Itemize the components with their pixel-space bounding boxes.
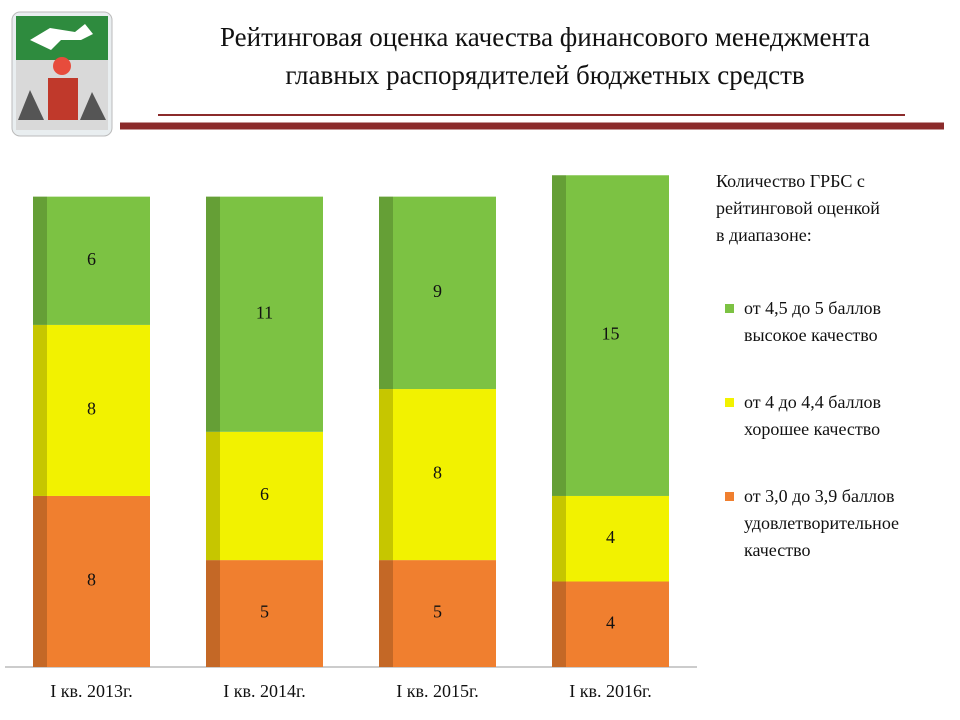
legend-label: от 3,0 до 3,9 баллов удовлетворительное … [744,486,900,560]
bar-shade [552,175,566,496]
legend-item: от 4 до 4,4 баллов хорошее качество [716,389,956,443]
bar-segment [206,560,323,667]
bar-shade [379,196,393,390]
logo [11,11,113,137]
bar-shade [206,196,220,432]
x-tick-label: I кв. 2014г. [223,681,306,701]
bar-segment [379,560,496,667]
bar-shade [33,495,47,667]
bar-shade [33,324,47,496]
bar-segment [33,495,150,667]
value-label: 4 [606,612,615,632]
value-label: 8 [433,463,442,483]
legend-swatch [725,398,734,407]
value-label: 4 [606,527,615,547]
bar-shade [552,495,566,582]
value-label: 5 [433,602,442,622]
value-label: 6 [260,484,269,504]
bar-shade [552,581,566,667]
legend-swatch [725,304,734,313]
value-label: 15 [602,324,620,344]
bar-segment [379,389,496,561]
bar-shade [206,431,220,561]
legend-label: от 4 до 4,4 баллов хорошее качество [744,392,882,439]
legend-swatch [725,492,734,501]
bar-shade [33,196,47,325]
legend: Количество ГРБС с рейтинговой оценкой в … [716,168,956,604]
legend-item: от 4,5 до 5 баллов высокое качество [716,295,956,349]
bar-segment [379,196,496,390]
bar-segment [552,495,669,582]
value-label: 11 [256,302,273,322]
bar-segment [33,324,150,496]
legend-title: Количество ГРБС с рейтинговой оценкой в … [716,171,880,245]
legend-item: от 3,0 до 3,9 баллов удовлетворительное … [716,483,956,564]
x-tick-label: I кв. 2016г. [569,681,652,701]
bar-segment [33,196,150,325]
legend-label: от 4,5 до 5 баллов высокое качество [744,298,882,345]
bar-shade [379,560,393,667]
value-label: 5 [260,602,269,622]
bar-segment [206,431,323,561]
bar-segment [552,581,669,667]
value-label: 8 [87,399,96,419]
x-tick-label: I кв. 2013г. [50,681,133,701]
bar-shade [379,389,393,561]
title: Рейтинговая оценка качества финансового … [219,22,871,90]
x-tick-label: I кв. 2015г. [396,681,479,701]
bar-shade [206,560,220,667]
value-label: 6 [87,249,96,269]
value-label: 8 [87,570,96,590]
bar-segment [206,196,323,432]
value-label: 9 [433,281,442,301]
bar-segment [552,175,669,496]
